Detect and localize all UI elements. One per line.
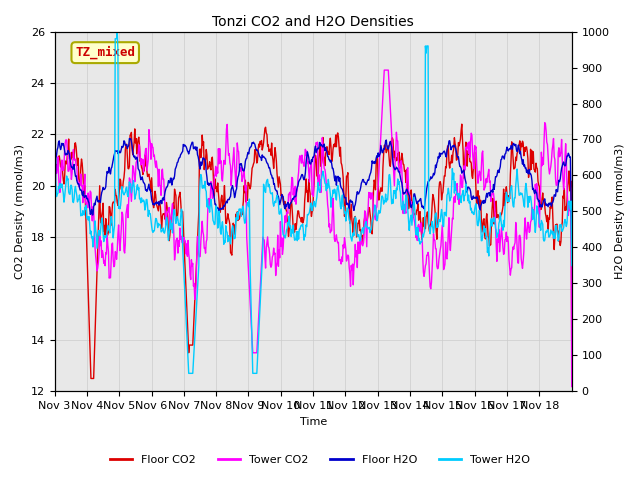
Y-axis label: CO2 Density (mmol/m3): CO2 Density (mmol/m3) bbox=[15, 144, 25, 279]
Text: TZ_mixed: TZ_mixed bbox=[76, 46, 135, 60]
Title: Tonzi CO2 and H2O Densities: Tonzi CO2 and H2O Densities bbox=[212, 15, 414, 29]
X-axis label: Time: Time bbox=[300, 417, 327, 427]
Y-axis label: H2O Density (mmol/m3): H2O Density (mmol/m3) bbox=[615, 144, 625, 279]
Legend: Floor CO2, Tower CO2, Floor H2O, Tower H2O: Floor CO2, Tower CO2, Floor H2O, Tower H… bbox=[105, 451, 535, 469]
